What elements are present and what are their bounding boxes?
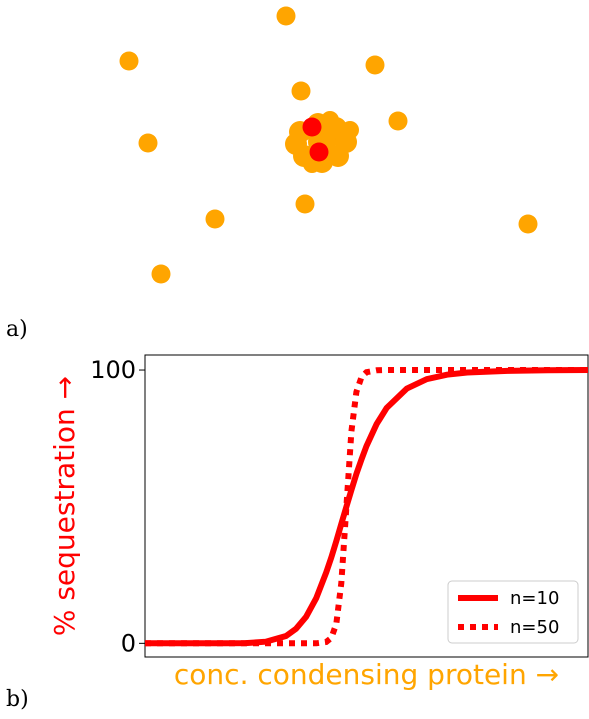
- legend-label: n=50: [510, 617, 559, 638]
- panel-label: a): [6, 317, 28, 342]
- x-axis-label: conc. condensing protein →: [174, 658, 559, 691]
- y-tick-label: 100: [90, 356, 136, 384]
- panel-label: b): [6, 687, 29, 712]
- series-line: [145, 367, 589, 647]
- condensate-diagram: [119, 6, 538, 284]
- plot-frame: [144, 354, 589, 658]
- y-axis-label: % sequestration →: [48, 376, 81, 636]
- series-line: [145, 367, 588, 647]
- y-tick-label: 0: [121, 629, 136, 657]
- legend-label: n=10: [510, 588, 559, 609]
